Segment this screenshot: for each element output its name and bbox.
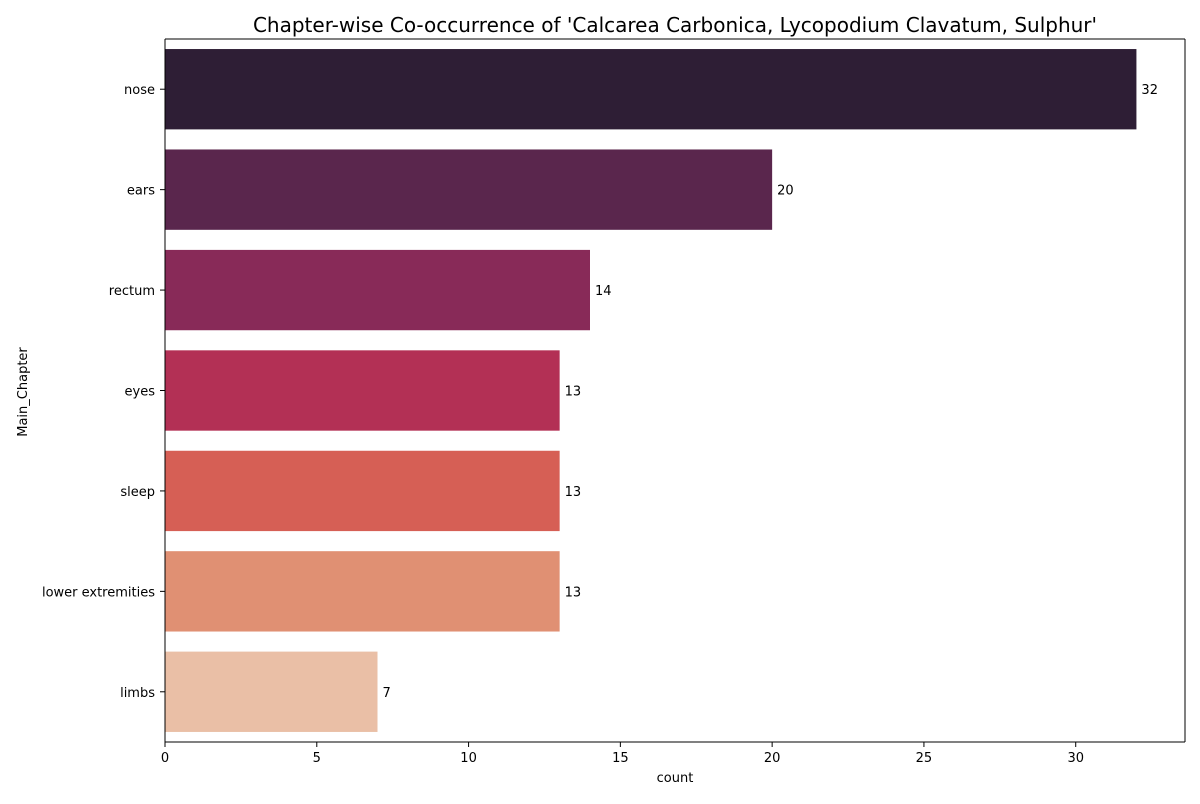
- x-axis-label: count: [657, 771, 694, 786]
- data-labels-layer: 32 20 14 13 13 13 7: [383, 83, 1158, 701]
- bar: [165, 651, 378, 732]
- axes-spines: [164, 38, 1186, 743]
- y-tick-label: eyes: [125, 385, 156, 400]
- y-tick-label: lower extremities: [42, 585, 155, 600]
- data-label: 7: [383, 686, 391, 701]
- y-tick-label: nose: [124, 83, 155, 98]
- bar: [165, 450, 560, 532]
- chart-title: Chapter-wise Co-occurrence of 'Calcarea …: [253, 13, 1097, 37]
- data-label: 13: [565, 385, 582, 400]
- data-label: 13: [565, 585, 582, 600]
- y-axis-label: Main_Chapter: [16, 347, 31, 437]
- y-tick-label: rectum: [109, 284, 155, 299]
- bar: [165, 49, 1137, 130]
- x-tick-label: 30: [1067, 751, 1084, 766]
- data-label: 14: [595, 284, 612, 299]
- bar: [165, 149, 773, 230]
- x-tick-label: 0: [161, 751, 169, 766]
- x-tick-label: 20: [764, 751, 781, 766]
- x-tick-label: 5: [313, 751, 321, 766]
- x-tick-label: 25: [916, 751, 933, 766]
- bar: [165, 551, 560, 632]
- bars-layer: [165, 49, 1137, 732]
- x-tick-label: 10: [460, 751, 477, 766]
- data-label: 20: [777, 184, 794, 199]
- data-label: 13: [565, 485, 582, 500]
- bar: [165, 350, 560, 431]
- y-tick-label: sleep: [120, 485, 155, 500]
- y-tick-label: ears: [127, 184, 155, 199]
- bar: [165, 249, 590, 331]
- x-tick-label: 15: [612, 751, 629, 766]
- y-tick-label: limbs: [120, 686, 155, 701]
- data-label: 32: [1141, 83, 1158, 98]
- ticks-layer: nose ears rectum eyes sleep lower extremities…: [42, 83, 1084, 766]
